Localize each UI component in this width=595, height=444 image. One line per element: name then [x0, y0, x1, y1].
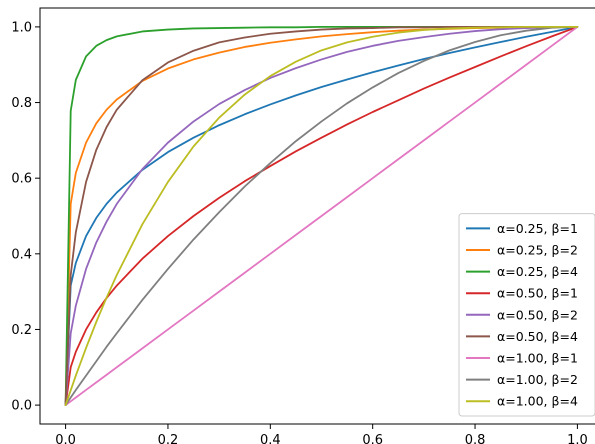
x-tick-label: 0.4: [260, 433, 281, 444]
y-axis: 0.0 0.2 0.4 0.6 0.8 1.0: [11, 20, 40, 414]
y-tick-label: 1.0: [11, 20, 32, 35]
series-line-8: [64, 26, 579, 406]
x-axis: 0.0 0.2 0.4 0.6 0.8 1.0: [55, 424, 588, 444]
x-tick-label: 0.2: [158, 433, 179, 444]
series-line-5: [64, 26, 579, 406]
y-tick-label: 0.0: [11, 399, 32, 414]
legend: α=0.25, β=1 α=0.25, β=2 α=0.25, β=4 α=0.50,…: [458, 213, 595, 417]
series-line-9: [64, 26, 579, 406]
series-layer: [64, 26, 579, 406]
y-tick-label: 0.2: [11, 323, 32, 338]
x-tick-label: 0.0: [55, 433, 76, 444]
legend-label: α=0.50, β=2: [497, 307, 578, 322]
series-line-1: [64, 26, 579, 406]
axes-border: [39, 7, 595, 425]
series-line-7: [64, 26, 579, 406]
legend-label: α=0.50, β=1: [497, 286, 578, 301]
legend-label: α=1.00, β=4: [497, 394, 578, 409]
legend-label: α=1.00, β=2: [497, 372, 578, 387]
x-tick-label: 0.6: [362, 433, 383, 444]
series-line-4: [64, 26, 579, 406]
legend-label: α=0.25, β=4: [497, 264, 578, 279]
legend-box: [458, 213, 595, 417]
y-tick-label: 0.6: [11, 172, 32, 187]
y-tick-label: 0.4: [11, 247, 32, 262]
legend-label: α=0.25, β=2: [497, 243, 578, 258]
x-tick-label: 1.0: [567, 433, 588, 444]
x-tick-label: 0.8: [465, 433, 486, 444]
legend-label: α=0.25, β=1: [497, 221, 578, 236]
legend-label: α=0.50, β=4: [497, 329, 578, 344]
legend-label: α=1.00, β=1: [497, 351, 578, 366]
y-tick-label: 0.8: [11, 96, 32, 111]
